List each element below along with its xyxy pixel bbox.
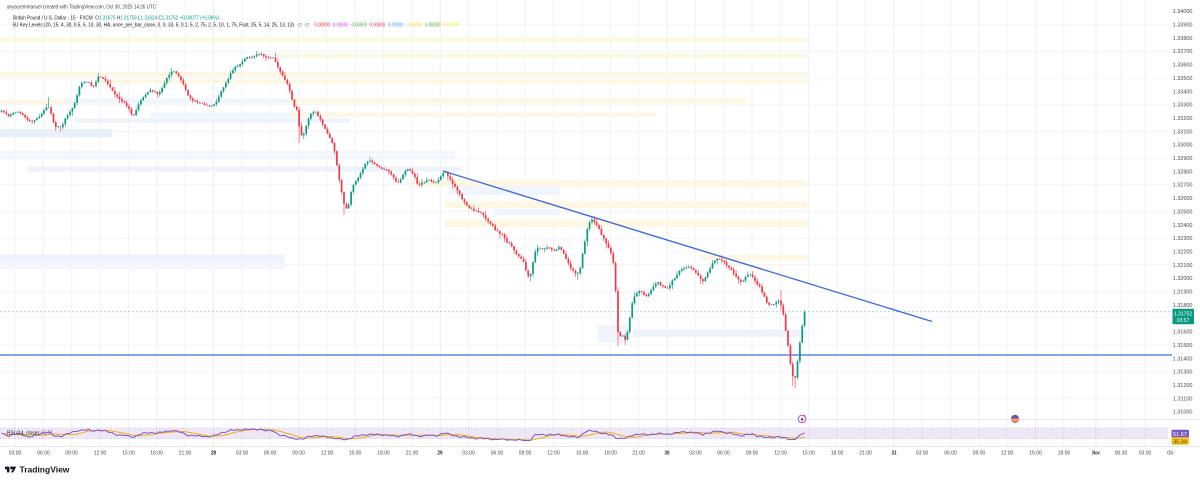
svg-text:18:00: 18:00: [377, 451, 390, 457]
svg-text:1.32800: 1.32800: [1173, 170, 1193, 176]
svg-text:1.33400: 1.33400: [1173, 90, 1193, 96]
svg-text:51.67: 51.67: [1173, 432, 1187, 438]
svg-text:1.33100: 1.33100: [1173, 130, 1193, 136]
svg-text:1.32300: 1.32300: [1173, 236, 1193, 242]
svg-text:03:00: 03:00: [1139, 451, 1152, 457]
svg-text:1.32200: 1.32200: [1173, 250, 1193, 256]
svg-text:1.31200: 1.31200: [1173, 383, 1193, 389]
svg-text:anyaciemmanuel created with Tr: anyaciemmanuel created with TradingView.…: [7, 5, 156, 11]
svg-text:1.32000: 1.32000: [1173, 276, 1193, 282]
svg-text:0.00000: 0.00000: [315, 23, 331, 29]
svg-text:09:00: 09:00: [746, 451, 759, 457]
svg-text:21:00: 21:00: [179, 451, 192, 457]
svg-text:12:00: 12:00: [94, 451, 107, 457]
svg-text:06:00: 06:00: [264, 451, 277, 457]
svg-text:15:00: 15:00: [349, 451, 362, 457]
svg-text:06:00: 06:00: [944, 451, 957, 457]
svg-text:0.00000: 0.00000: [388, 23, 404, 29]
svg-text:BJ Key Levels (20, 15, 4, 30,: BJ Key Levels (20, 15, 4, 30, 0.5, 5, 10…: [13, 23, 294, 29]
svg-text:1.33200: 1.33200: [1173, 116, 1193, 122]
svg-text:09:00: 09:00: [519, 451, 532, 457]
svg-text:British Pound / U.S. Dollar ·: British Pound / U.S. Dollar · 15 · FXCM …: [13, 16, 219, 22]
svg-text:21:00: 21:00: [406, 451, 419, 457]
svg-text:0.00000: 0.00000: [425, 23, 441, 29]
svg-text:51.67: 51.67: [42, 431, 53, 437]
svg-text:18:00: 18:00: [831, 451, 844, 457]
svg-text:1.32600: 1.32600: [1173, 196, 1193, 202]
svg-text:28: 28: [211, 451, 216, 457]
svg-text:29: 29: [438, 451, 443, 457]
svg-text:1.33900: 1.33900: [1173, 23, 1193, 29]
svg-text:30: 30: [665, 451, 670, 457]
svg-text:06:00: 06:00: [37, 451, 50, 457]
svg-text:0.00000: 0.00000: [370, 23, 386, 29]
svg-text:18:00: 18:00: [150, 451, 163, 457]
svg-text:1.31100: 1.31100: [1173, 397, 1192, 403]
svg-text:1.33800: 1.33800: [1173, 36, 1193, 42]
svg-text:09:00: 09:00: [292, 451, 305, 457]
svg-text:0.00000: 0.00000: [444, 23, 460, 29]
svg-text:21:00: 21:00: [859, 451, 872, 457]
svg-text:1.31000: 1.31000: [1173, 410, 1193, 416]
svg-text:09:00: 09:00: [973, 451, 986, 457]
svg-text:18:00: 18:00: [604, 451, 617, 457]
svg-text:1.32500: 1.32500: [1173, 210, 1193, 216]
svg-text:1.32900: 1.32900: [1173, 156, 1193, 162]
svg-text:1.32400: 1.32400: [1173, 223, 1193, 229]
svg-text:06:00: 06:00: [491, 451, 504, 457]
svg-text:1.33500: 1.33500: [1173, 76, 1193, 82]
svg-text:1.31300: 1.31300: [1173, 370, 1193, 376]
svg-text:03:57: 03:57: [1177, 318, 1190, 324]
svg-text:03:00: 03:00: [462, 451, 475, 457]
svg-text:TradingView: TradingView: [20, 465, 70, 475]
svg-text:15:00: 15:00: [802, 451, 815, 457]
svg-text:31: 31: [892, 451, 897, 457]
svg-text:1.33600: 1.33600: [1173, 63, 1193, 69]
svg-text:1.31600: 1.31600: [1173, 330, 1193, 336]
svg-text:1.32100: 1.32100: [1173, 263, 1193, 269]
svg-text:35.34: 35.34: [1173, 440, 1187, 446]
svg-text:0.00000: 0.00000: [333, 23, 349, 29]
svg-text:03:00: 03:00: [236, 451, 249, 457]
svg-text:∅ ∅: ∅ ∅: [298, 23, 310, 29]
svg-text:1.31400: 1.31400: [1173, 357, 1193, 363]
svg-text:1.32700: 1.32700: [1173, 183, 1193, 189]
svg-text:09:00: 09:00: [65, 451, 78, 457]
svg-text:12:00: 12:00: [774, 451, 787, 457]
svg-text:1.31900: 1.31900: [1173, 290, 1193, 296]
svg-text:12:00: 12:00: [547, 451, 560, 457]
svg-text:06:00: 06:00: [717, 451, 730, 457]
svg-text:12:00: 12:00: [1001, 451, 1014, 457]
svg-text:21:00: 21:00: [632, 451, 645, 457]
svg-text:0.00000: 0.00000: [407, 23, 423, 29]
svg-text:12:00: 12:00: [321, 451, 334, 457]
svg-text:03:00: 03:00: [689, 451, 702, 457]
svg-text:1.31500: 1.31500: [1173, 343, 1193, 349]
svg-text:18:00: 18:00: [1058, 451, 1071, 457]
svg-text:15:00: 15:00: [576, 451, 589, 457]
svg-text:1.31752: 1.31752: [1174, 312, 1192, 318]
svg-text:Nov: Nov: [1092, 451, 1100, 457]
svg-text:1.34000: 1.34000: [1173, 9, 1193, 15]
svg-text:0.00000: 0.00000: [352, 23, 368, 29]
svg-text:1.31800: 1.31800: [1173, 303, 1193, 309]
svg-text:RSI (14, close): RSI (14, close): [7, 431, 39, 437]
svg-text:1.33700: 1.33700: [1173, 49, 1193, 55]
svg-text:00:30: 00:30: [1115, 451, 1128, 457]
svg-text:1.33300: 1.33300: [1173, 103, 1193, 109]
svg-text:15:00: 15:00: [122, 451, 135, 457]
svg-text:03:00: 03:00: [9, 451, 22, 457]
svg-text:03:00: 03:00: [916, 451, 929, 457]
svg-text:06:: 06:: [1167, 451, 1175, 457]
svg-text:1.33000: 1.33000: [1173, 143, 1193, 149]
svg-text:15:00: 15:00: [1029, 451, 1042, 457]
